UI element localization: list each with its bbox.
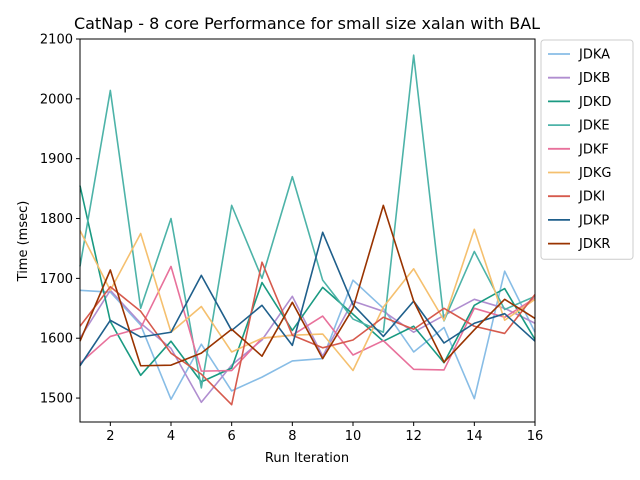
x-tick-label: 12 [405,429,422,444]
series-line-jdkg [79,228,536,372]
series-line-jdkr [79,204,536,367]
x-tick-label: 8 [288,429,296,444]
plot-lines [79,54,536,406]
y-tick-label: 2100 [40,33,73,48]
x-tick-label: 16 [527,429,544,444]
legend-label-jdka: JDKA [578,48,610,63]
series-line-jdke [79,54,536,389]
legend-label-jdki: JDKI [578,190,605,205]
legend-label-jdkd: JDKD [578,95,611,110]
x-axis-ticks: 2 4 6 8 10 12 14 16 [106,422,543,444]
y-tick-label: 2000 [40,92,73,107]
y-tick-label: 1800 [40,212,73,227]
x-axis-label: Run Iteration [265,451,349,466]
legend-label-jdkp: JDKP [578,213,609,228]
x-tick-label: 6 [228,429,236,444]
legend-label-jdkf: JDKF [578,142,609,157]
series-line-jdki [79,261,536,406]
legend-label-jdke: JDKE [578,119,610,134]
legend: JDKA JDKB JDKD JDKE JDKF JDKG JDKI JDKP JDKR [540,39,634,260]
chart-title: CatNap - 8 core Performance for small si… [74,14,540,33]
series-line-jdkb [79,289,536,404]
x-tick-label: 14 [466,429,483,444]
legend-label-jdkg: JDKG [578,166,611,181]
y-axis-ticks: 1500 1600 1700 1800 1900 2000 2100 [40,33,80,407]
y-tick-label: 1600 [40,332,73,347]
y-tick-label: 1700 [40,272,73,287]
x-tick-label: 10 [345,429,362,444]
y-tick-label: 1900 [40,152,73,167]
y-axis-label: Time (msec) [16,201,31,283]
y-tick-label: 1500 [40,392,73,407]
legend-label-jdkb: JDKB [578,71,610,86]
plot-frame [79,38,536,423]
x-tick-label: 4 [167,429,175,444]
legend-box [540,39,634,260]
series-line-jdkf [79,265,536,372]
series-line-jdkp [79,231,536,367]
series-line-jdka [79,270,536,401]
legend-label-jdkr: JDKR [578,237,610,252]
x-tick-label: 2 [106,429,114,444]
